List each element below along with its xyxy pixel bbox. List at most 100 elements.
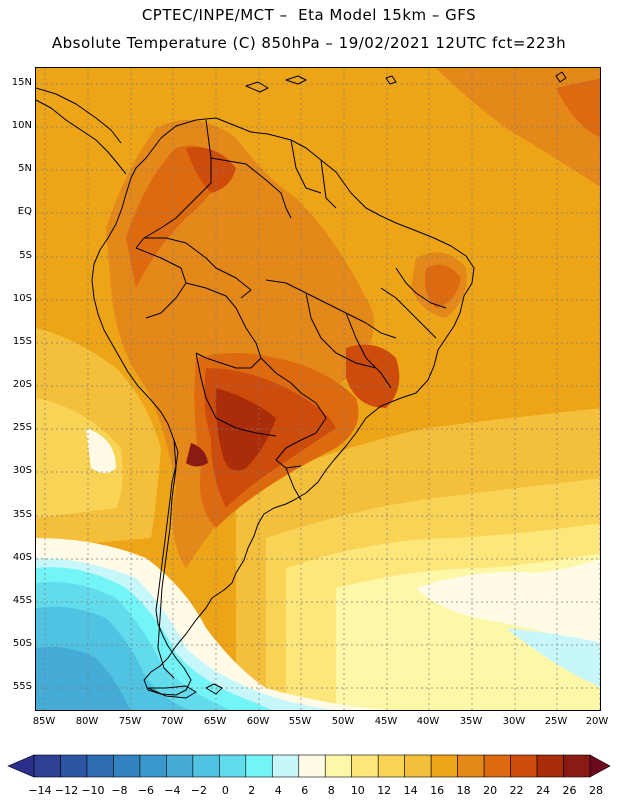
colorbar-tick-label: 12 [377,784,391,797]
colorbar-tick-label: 16 [430,784,444,797]
field-8-atlantic [416,558,600,648]
colorbar-swatch [430,754,458,778]
colorbar-tick-label: −6 [138,784,154,797]
colorbar-swatch [563,754,591,778]
temperature-field [36,68,600,710]
lat-label-55s: 55S [12,681,32,692]
lon-label-60w: 60W [246,716,270,727]
lon-label-55w: 55W [288,716,312,727]
falkland-islands [205,683,223,695]
colorbar-swatch [166,754,194,778]
colorbar-swatch [510,754,538,778]
lon-label-35w: 35W [459,716,483,727]
lat-label-45s: 45S [12,595,32,606]
lat-label-15s: 15S [12,336,32,347]
colorbar-high-arrow [589,754,611,778]
colorbar-swatch [60,754,88,778]
colorbar-swatch [324,754,353,778]
lat-label-30s: 30S [12,465,32,476]
colorbar-swatches [33,754,591,778]
chart-title-line-2: Absolute Temperature (C) 850hPa – 19/02/… [51,34,567,52]
lon-label-30w: 30W [502,716,526,727]
colorbar-tick-label: 10 [351,784,365,797]
lon-label-25w: 25W [544,716,568,727]
temperature-colorbar: −14 −12 −10 −8 −6 −4 −2 0 2 4 6 8 10 12 14 16 18 20 22 24 26… [7,754,611,797]
colorbar-tick-label: 14 [404,784,418,797]
colorbar-swatch [298,754,326,778]
colorbar-swatch [219,754,247,778]
colorbar-tick-label: 6 [301,784,308,797]
colorbar-tick-label: −8 [111,784,127,797]
lon-label-85w: 85W [32,716,56,727]
lat-label-50s: 50S [12,638,32,649]
central-america-coast [36,87,127,175]
lat-label-eq: EQ [17,206,32,217]
chart-title-line-1: CPTEC/INPE/MCT – Eta Model 15km – GFS [141,6,477,24]
colorbar-swatch [377,754,405,778]
lon-label-45w: 45W [374,716,398,727]
lat-label-20s: 20S [12,379,32,390]
colorbar-tick-label: −12 [55,784,78,797]
colorbar-swatch [86,754,114,778]
lat-label-10s: 10S [12,293,32,304]
lat-label-10n: 10N [11,120,32,131]
colorbar-swatch [351,754,379,778]
field-26-chaco [215,388,276,471]
field-6-atlantic [506,628,600,688]
colorbar-swatch [33,754,61,778]
south-america-coastline [91,117,475,696]
lat-label-35s: 35S [12,509,32,520]
colorbar-swatch [457,754,485,778]
lon-label-20w: 20W [585,716,609,727]
lon-label-75w: 75W [118,716,142,727]
field-14-pacific [36,398,123,518]
temperature-map [35,67,601,711]
caribbean-islands [245,71,567,93]
colorbar-tick-label: −4 [164,784,180,797]
lat-label-5n: 5N [18,163,32,174]
colorbar-tick-label: 20 [483,784,497,797]
lon-label-80w: 80W [75,716,99,727]
colorbar-tick-label: 22 [510,784,524,797]
map-svg [36,68,600,710]
lon-label-50w: 50W [331,716,355,727]
lat-label-25s: 25S [12,422,32,433]
colorbar-tick-label: 8 [328,784,335,797]
field-m6-south [36,646,131,710]
colorbar-tick-label: 28 [589,784,603,797]
colorbar-swatch [536,754,564,778]
colorbar-swatch [483,754,511,778]
lat-label-15n: 15N [11,77,32,88]
colorbar-tick-label: −2 [191,784,207,797]
colorbar-swatch [139,754,167,778]
lon-label-70w: 70W [160,716,184,727]
lat-label-40s: 40S [12,552,32,563]
colorbar-swatch [192,754,220,778]
field-8-pacific-spot [86,428,116,473]
colorbar-swatch [113,754,141,778]
field-20-ocean-ne [436,68,600,187]
lat-lon-grid [36,68,600,710]
field-24-se-brazil [346,344,400,408]
colorbar-swatch [404,754,432,778]
colorbar-swatch [245,754,273,778]
lon-label-65w: 65W [203,716,227,727]
colorbar-tick-label: 18 [457,784,471,797]
colorbar-tick-label: −10 [81,784,104,797]
colorbar-swatch [271,754,300,778]
field-22-andes-north [126,145,226,288]
country-borders [135,119,447,679]
lon-label-40w: 40W [416,716,440,727]
coastlines-and-borders [36,71,567,699]
field-22-ne-brazil [424,264,461,308]
tierra-del-fuego [147,685,197,699]
colorbar-tick-label: 24 [536,784,550,797]
field-28-chaco [186,443,208,467]
colorbar-tick-label: −14 [28,784,51,797]
colorbar-tick-label: 2 [248,784,255,797]
field-22-ocean-ne [556,78,600,138]
colorbar-low-arrow [7,754,35,778]
colorbar-tick-label: 26 [563,784,577,797]
colorbar-tick-label: 0 [222,784,229,797]
colorbar-tick-labels: −14 −12 −10 −8 −6 −4 −2 0 2 4 6 8 10 12 14 16 18 20 22 24 26… [28,784,603,797]
